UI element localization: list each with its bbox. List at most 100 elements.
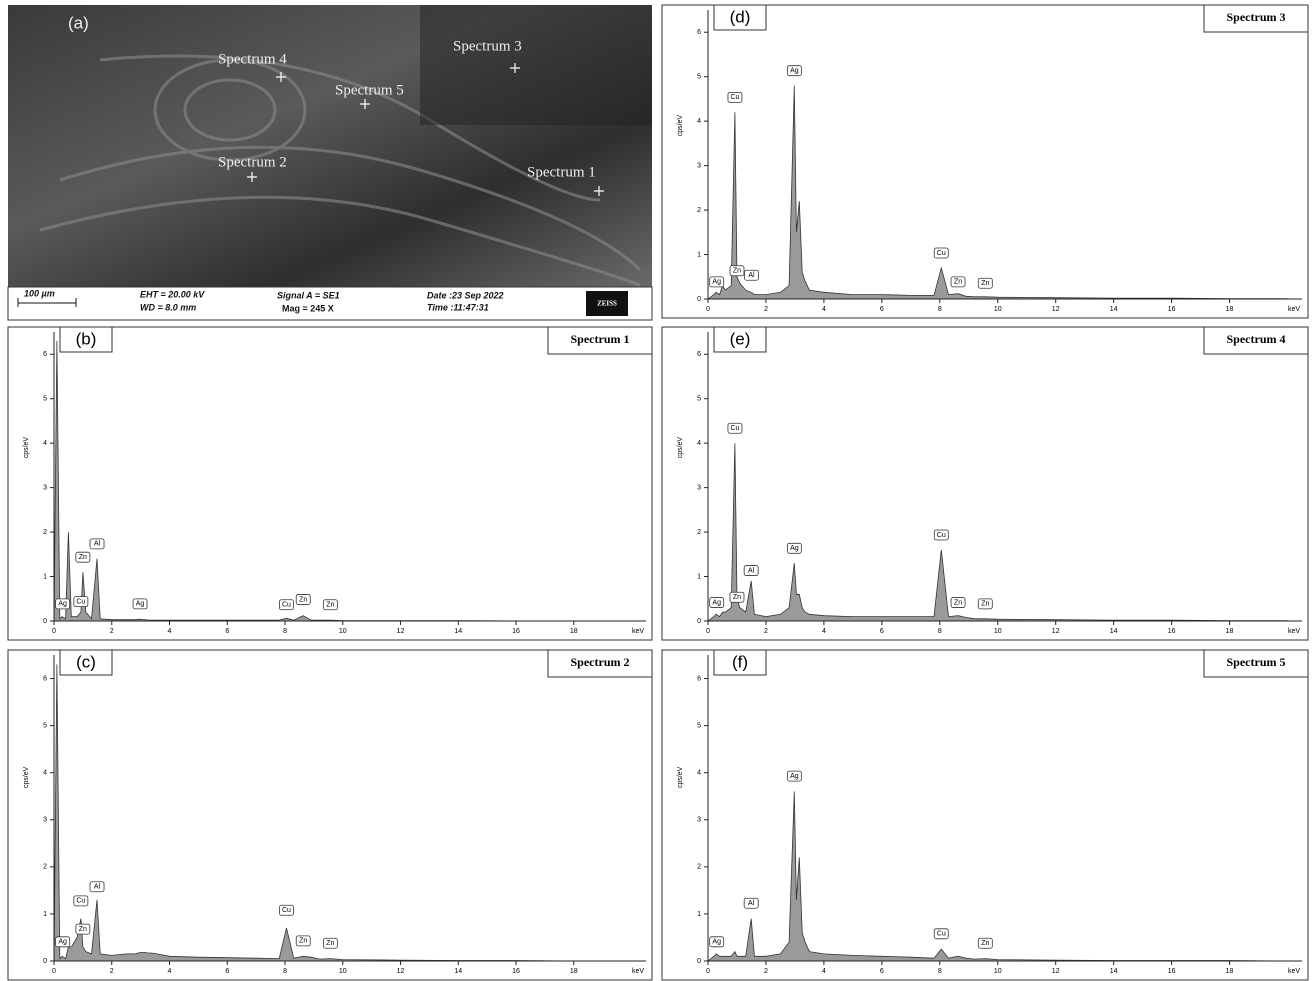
x-tick-label: 4 [822, 628, 826, 635]
chart-title: Spectrum 5 [1227, 655, 1286, 669]
x-tick-label: 2 [110, 968, 114, 975]
spectrum-line [53, 664, 632, 962]
title-box [1203, 326, 1309, 355]
peak-label: Cu [937, 931, 946, 938]
y-tick-label: 2 [697, 207, 701, 214]
peak-label: Zn [299, 938, 307, 945]
panel-frame [7, 326, 653, 641]
y-tick-label: 4 [43, 440, 47, 447]
x-tick-label: 0 [52, 968, 56, 975]
peak-label-box [295, 594, 311, 605]
y-tick-label: 3 [43, 484, 47, 491]
spectrum-line [707, 85, 1288, 300]
peak-label: Al [94, 884, 101, 891]
panel-label: (f) [732, 652, 748, 671]
peak-label: Ag [58, 939, 67, 946]
x-tick-label: 18 [1226, 628, 1234, 635]
panel-frame [7, 649, 653, 981]
panel-label: (b) [76, 329, 97, 348]
panel-label-box [59, 326, 113, 353]
y-tick-label: 5 [43, 396, 47, 403]
peak-label: Cu [282, 602, 291, 609]
info-text: WD = 8.0 mm [140, 302, 196, 312]
sem-texture [39, 54, 642, 287]
x-axis-label: keV [1288, 306, 1300, 313]
x-axis-label: keV [632, 968, 644, 975]
x-tick-label: 14 [1110, 628, 1118, 635]
x-tick-label: 10 [994, 968, 1002, 975]
x-tick-label: 18 [1226, 306, 1234, 313]
x-tick-label: 16 [1168, 306, 1176, 313]
y-axis-label: cps/eV [677, 766, 684, 788]
peak-label-box [744, 269, 759, 281]
y-tick-label: 3 [697, 484, 701, 491]
y-tick-label: 4 [43, 770, 47, 777]
x-tick-label: 6 [880, 306, 884, 313]
title-box [547, 326, 653, 355]
peak-label-box [977, 598, 993, 610]
x-tick-label: 8 [938, 968, 942, 975]
y-tick-label: 6 [697, 29, 701, 36]
peak-label: Ag [790, 68, 799, 75]
peak-label-box [75, 923, 91, 935]
sem-label: Spectrum 5 [335, 82, 404, 98]
peak-label: Zn [733, 594, 741, 601]
sem-label: Spectrum 1 [527, 164, 596, 180]
y-tick-label: 1 [43, 911, 47, 918]
peak-label-box [933, 928, 949, 940]
x-tick-label: 4 [168, 628, 172, 635]
x-tick-label: 14 [1110, 306, 1118, 313]
peak-label: Ag [790, 773, 799, 780]
x-tick-label: 8 [938, 306, 942, 313]
peak-label: Cu [937, 250, 946, 257]
peak-label: Zn [326, 602, 334, 609]
x-tick-label: 18 [570, 628, 578, 635]
y-tick-label: 6 [43, 351, 47, 358]
y-tick-label: 4 [697, 440, 701, 447]
peak-label-box [132, 598, 148, 610]
peak-label-box [322, 937, 338, 949]
peak-label: Ag [136, 601, 145, 608]
spectrum-line [53, 340, 632, 622]
peak-label: Cu [76, 898, 85, 905]
panel-label-box [713, 649, 767, 676]
x-tick-label: 16 [1168, 968, 1176, 975]
x-tick-label: 12 [1052, 968, 1060, 975]
x-tick-label: 10 [339, 968, 347, 975]
x-tick-label: 16 [512, 628, 520, 635]
y-tick-label: 1 [697, 911, 701, 918]
y-tick-label: 2 [697, 864, 701, 871]
x-axis-label: keV [632, 628, 644, 635]
x-tick-label: 14 [454, 968, 462, 975]
y-tick-label: 6 [697, 351, 701, 358]
info-text: Mag = 245 X [282, 303, 334, 313]
peak-label: Zn [733, 268, 741, 275]
x-tick-label: 10 [994, 628, 1002, 635]
y-tick-label: 1 [43, 573, 47, 580]
scale-bar-label: 100 µm [24, 288, 55, 298]
peak-label-box [743, 565, 759, 576]
x-tick-label: 4 [168, 968, 172, 975]
x-tick-label: 12 [1052, 306, 1060, 313]
sem-label: Spectrum 2 [218, 154, 287, 170]
x-tick-label: 2 [764, 628, 768, 635]
chart-title: Spectrum 1 [571, 332, 630, 346]
x-tick-label: 12 [397, 628, 405, 635]
peak-label: Al [748, 567, 755, 574]
chart-title: Spectrum 2 [571, 655, 630, 669]
peak-label: Zn [954, 599, 962, 606]
peak-label-box [729, 265, 745, 277]
panel-label: (d) [730, 7, 751, 26]
panel-label: (c) [76, 652, 96, 671]
y-tick-label: 6 [697, 675, 701, 682]
peak-label: Zn [981, 601, 989, 608]
peak-label-box [279, 599, 294, 611]
panel-label-box [713, 326, 767, 353]
peak-label-box [89, 881, 105, 893]
peak-label-box [933, 247, 949, 259]
panel-frame [661, 326, 1309, 641]
y-tick-label: 3 [697, 817, 701, 824]
x-tick-label: 18 [1226, 968, 1234, 975]
